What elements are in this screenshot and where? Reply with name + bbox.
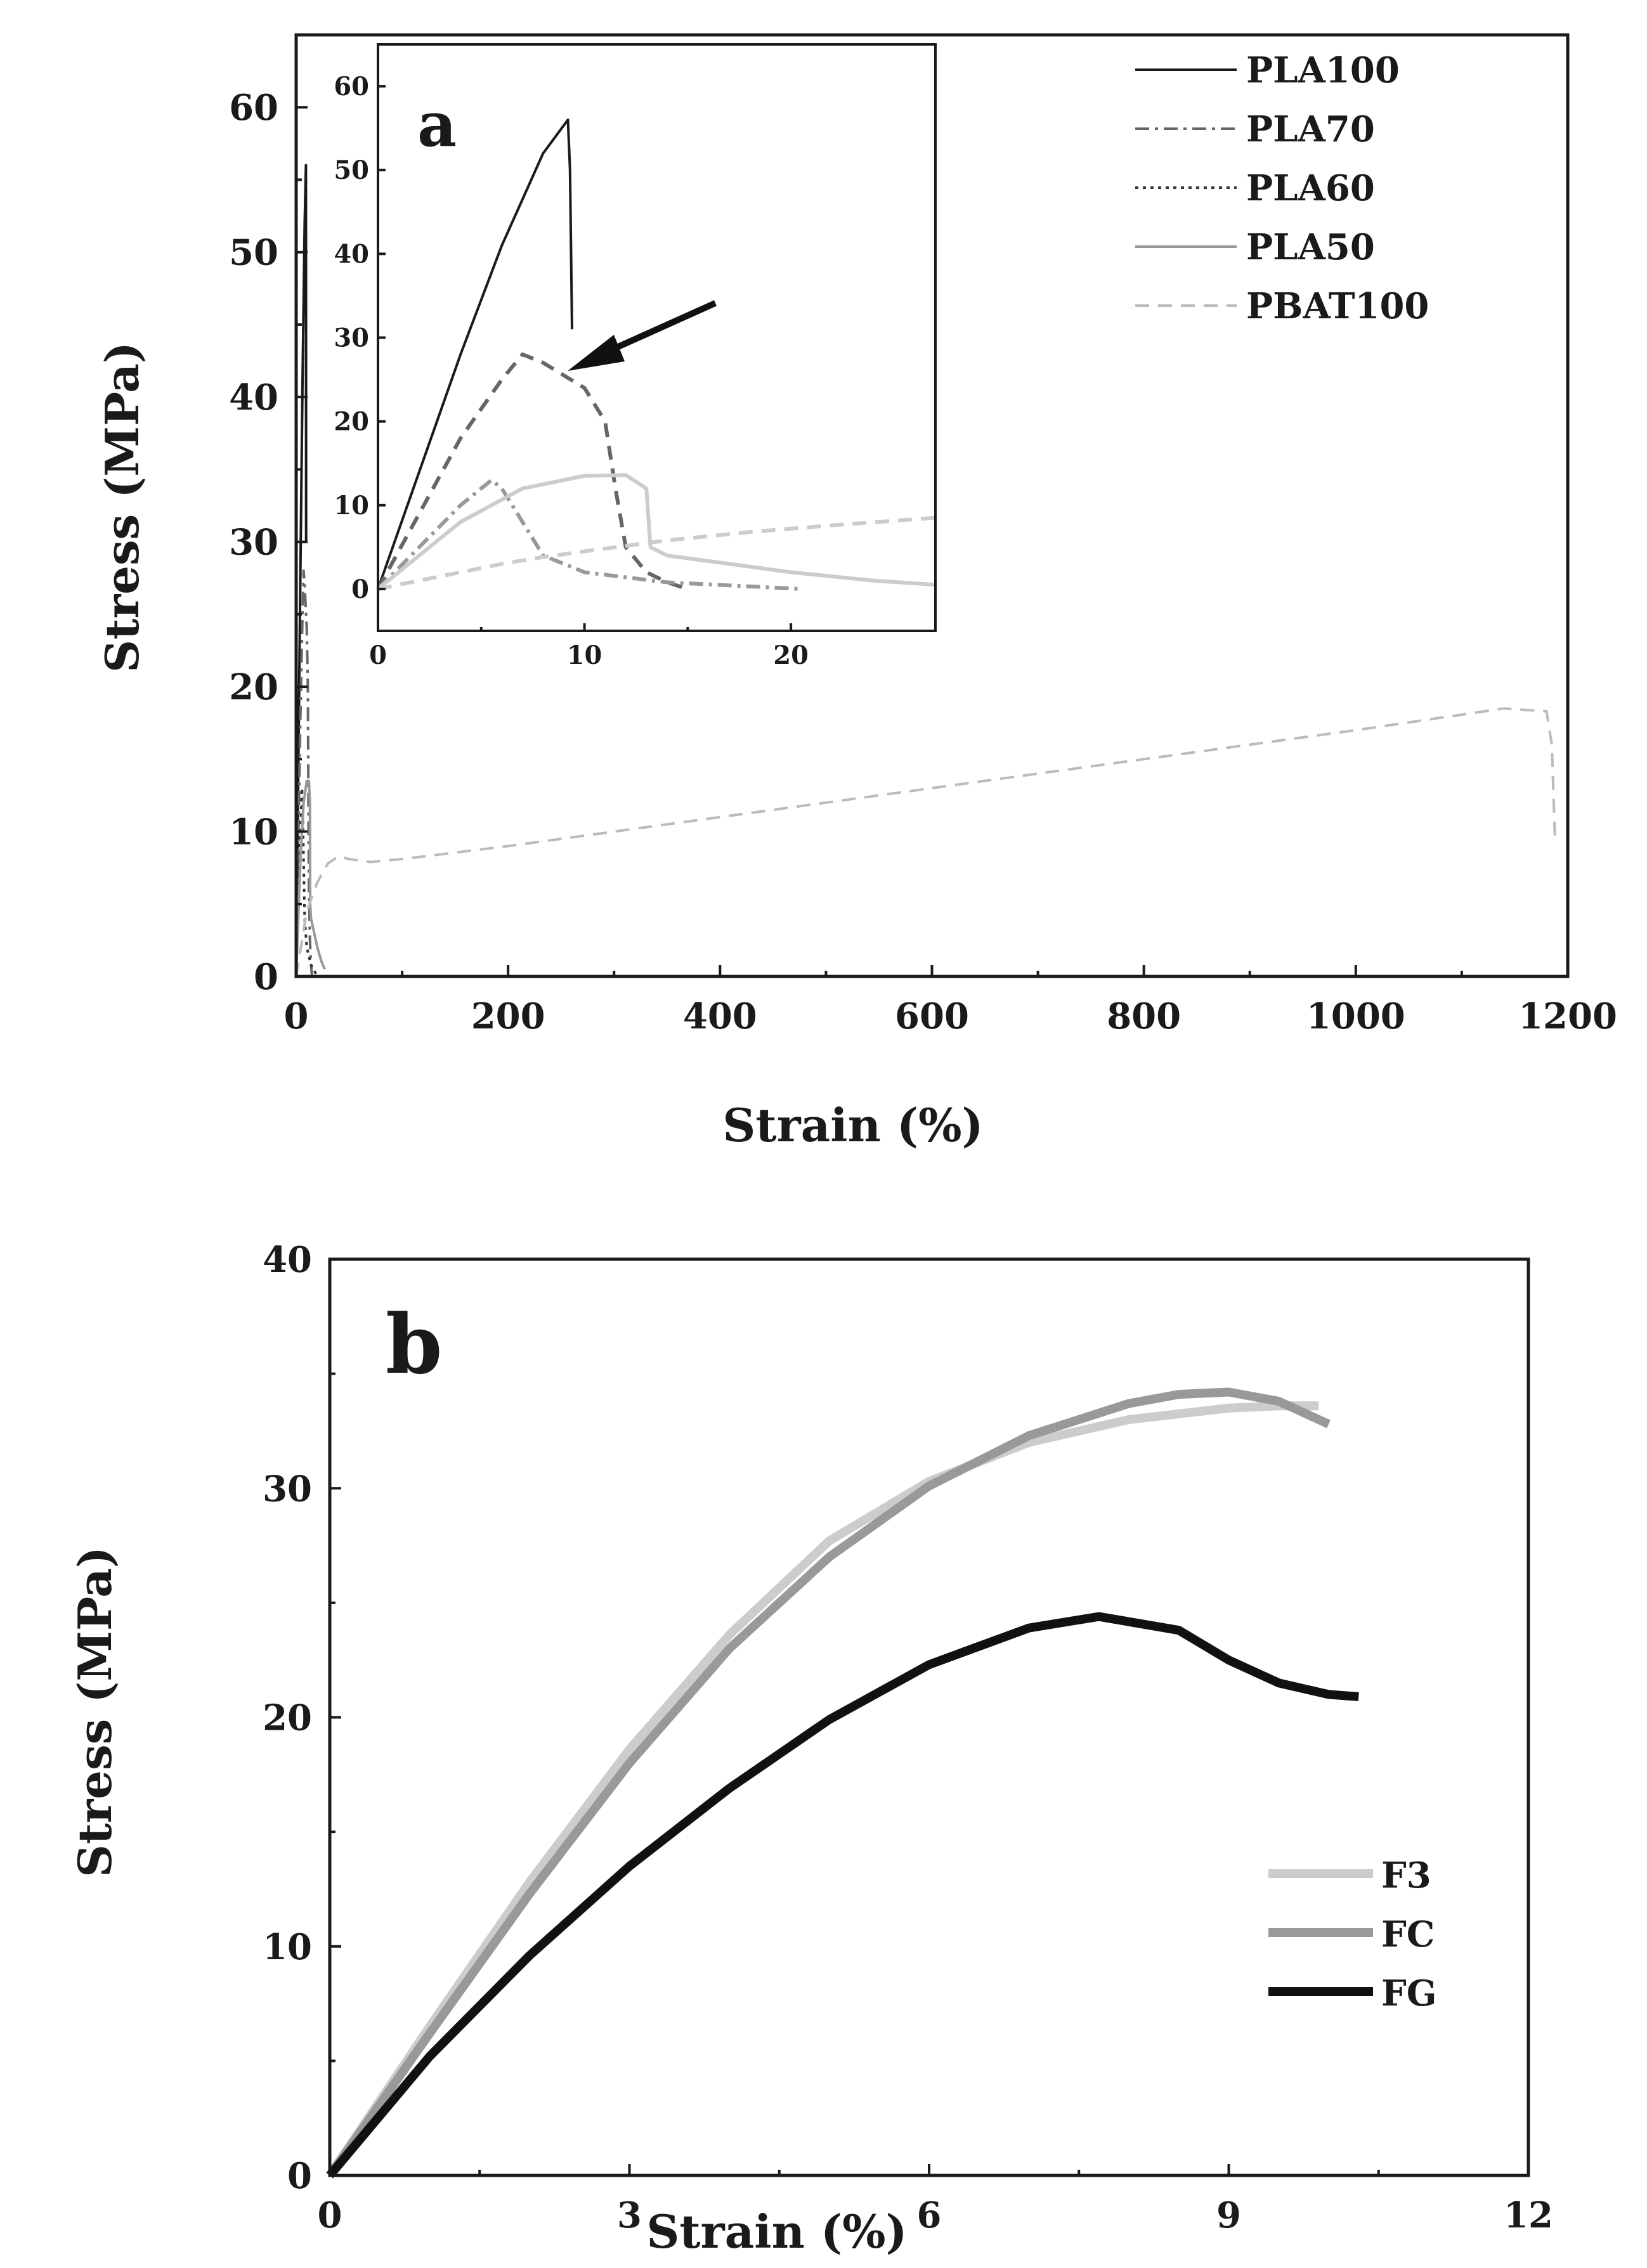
- panel-a-ytick-label: 10: [229, 812, 278, 853]
- inset-ytick-label: 0: [351, 574, 369, 604]
- legend-label-f3: F3: [1381, 1855, 1431, 1896]
- panel-a-xtick-label: 800: [1107, 995, 1181, 1037]
- panel-a-inset-ticks: 0 10 20 0 10 20 30 40 50 60: [334, 72, 809, 670]
- panel-b-letter: b: [386, 1297, 443, 1392]
- panel-a-series-pla100: [295, 164, 308, 977]
- panel-a-ytick-label: 60: [229, 87, 278, 129]
- panel-b-marks: 0 3 6 9 12 0 10 20 30 40: [263, 1239, 1553, 2236]
- inset-ytick-label: 10: [334, 491, 369, 521]
- panel-b-ticks: 0 3 6 9 12 0 10 20 30 40: [263, 1239, 1553, 2236]
- panel-a-series-pla50: [295, 779, 326, 977]
- panel-b-ytick-label: 10: [263, 1926, 312, 1968]
- legend-label-pbat100: PBAT100: [1246, 285, 1429, 327]
- panel-b-xtick-label: 12: [1504, 2194, 1553, 2236]
- panel-b-series: [326, 1387, 1359, 2179]
- inset-arrow-shaft: [601, 300, 717, 357]
- panel-a-letter: a: [417, 89, 457, 160]
- legend-label-fg: FG: [1381, 1973, 1437, 2014]
- panel-a-xtick-label: 200: [471, 995, 545, 1037]
- panel-b-xtick-label: 9: [1216, 2194, 1241, 2236]
- panel-b-series-fg: [326, 1612, 1359, 2179]
- panel-b-series-fc: [326, 1387, 1331, 2179]
- inset-series-pbat100: [377, 515, 936, 591]
- panel-b-series-f3: [326, 1401, 1319, 2178]
- legend-label-pla60: PLA60: [1246, 167, 1375, 209]
- panel-a-inset-series: [376, 118, 936, 591]
- panel-b-ytick-label: 20: [263, 1697, 312, 1739]
- panel-a-ytick-label: 0: [254, 956, 278, 998]
- panel-a-legend: PLA100 PLA70 PLA60 PLA50 PBAT100: [1135, 49, 1429, 327]
- inset-arrow-head: [568, 335, 625, 371]
- legend-label-pla50: PLA50: [1246, 226, 1375, 268]
- panel-b-xtick-label: 3: [617, 2194, 642, 2236]
- inset-ytick-label: 50: [334, 155, 369, 185]
- panel-a-ytick-label: 30: [229, 522, 278, 564]
- inset-ytick-label: 30: [334, 323, 369, 353]
- panel-b-xlabel: Strain (%): [646, 2205, 907, 2258]
- panel-a-inset: 0 10 20 0 10 20 30 40 50 60 a: [334, 43, 937, 670]
- inset-series-pla100: [377, 118, 573, 590]
- inset-xtick-label: 0: [369, 640, 387, 670]
- panel-a-xtick-label: 1200: [1518, 995, 1617, 1037]
- inset-arrow: [568, 300, 717, 371]
- legend-label-pla100: PLA100: [1246, 49, 1400, 91]
- panel-b-xtick-label: 0: [318, 2194, 342, 2236]
- panel-a-xtick-label: 1000: [1306, 995, 1405, 1037]
- inset-xtick-label: 10: [567, 640, 602, 670]
- inset-series-pla60: [376, 478, 802, 591]
- panel-b-legend: F3 FC FG: [1268, 1855, 1437, 2014]
- inset-series-pla70: [376, 352, 689, 591]
- panel-a-ytick-label: 40: [229, 377, 278, 418]
- panel-a-series: [295, 164, 1556, 977]
- panel-b-xtick-label: 6: [917, 2194, 942, 2236]
- legend-label-pla70: PLA70: [1246, 108, 1375, 150]
- panel-b-ytick-label: 30: [263, 1468, 312, 1510]
- panel-a-ylabel: Stress (MPa): [95, 342, 149, 673]
- inset-ytick-label: 20: [334, 407, 369, 437]
- inset-xtick-label: 20: [773, 640, 809, 670]
- panel-a-xlabel: Strain (%): [722, 1098, 983, 1152]
- panel-a-series-pbat100: [295, 707, 1556, 977]
- panel-a-ytick-label: 20: [229, 666, 278, 708]
- inset-ytick-label: 60: [334, 72, 369, 101]
- panel-b-ylabel: Stress (MPa): [68, 1546, 122, 1877]
- legend-label-fc: FC: [1381, 1914, 1435, 1955]
- inset-series-pla50: [377, 473, 936, 591]
- panel-b: 0 3 6 9 12 0 10 20 30 40 b Strain (%) Stress (MPa…: [68, 1239, 1553, 2258]
- panel-b-ytick-label: 0: [287, 2155, 312, 2197]
- panel-a-series-pla70: [295, 569, 314, 977]
- panel-a-xtick-label: 600: [895, 995, 969, 1037]
- inset-ytick-label: 40: [334, 239, 369, 269]
- panel-a-ytick-label: 50: [229, 232, 278, 274]
- panel-a-xtick-label: 0: [284, 995, 309, 1037]
- panel-a-inset-background: [378, 44, 935, 631]
- panel-a-xtick-label: 400: [683, 995, 757, 1037]
- panel-b-ytick-label: 40: [263, 1239, 312, 1281]
